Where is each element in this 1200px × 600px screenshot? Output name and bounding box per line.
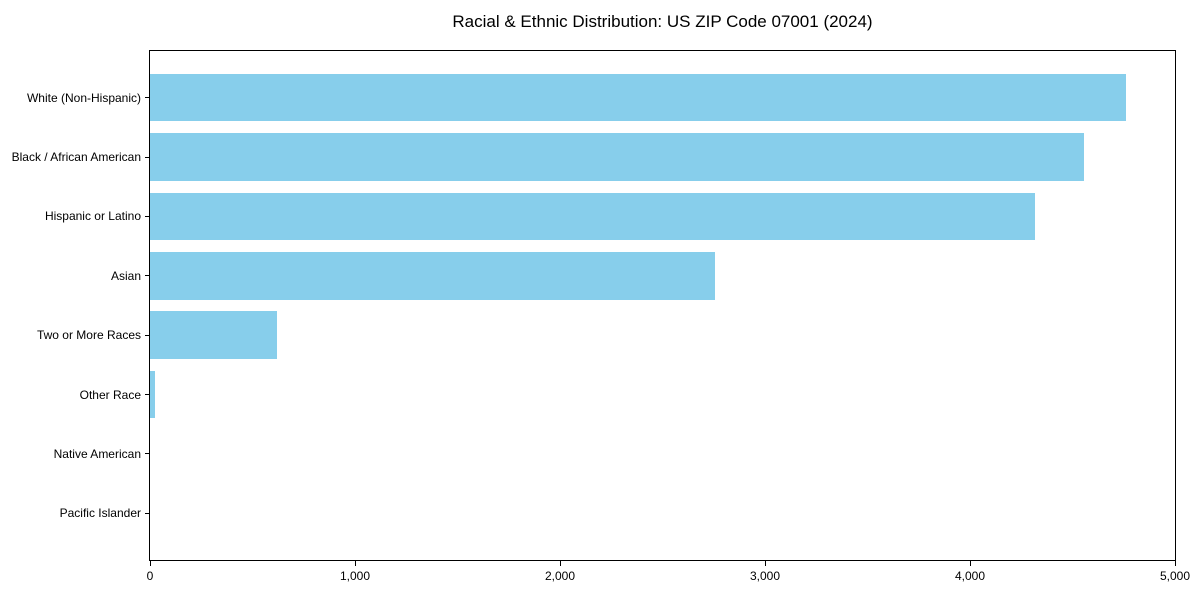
x-tick-label-4000: 4,000 — [954, 569, 986, 583]
bar-black-african-american — [150, 133, 1084, 181]
bar-row-asian — [150, 246, 1175, 305]
y-label-two-or-more-races: Two or More Races — [36, 328, 141, 343]
bar-row-pacific-islander — [150, 484, 1175, 543]
y-tick-mark — [145, 334, 149, 336]
x-tick-label-0: 0 — [146, 569, 154, 583]
bars-container — [150, 51, 1175, 560]
bar-row-two-or-more-races — [150, 306, 1175, 365]
y-label-black-african-american: Black / African American — [11, 150, 141, 165]
x-tick-label-1000: 1,000 — [339, 569, 371, 583]
bar-asian — [150, 252, 715, 300]
y-label-native-american: Native American — [53, 446, 141, 461]
y-label-hispanic-or-latino: Hispanic or Latino — [44, 209, 141, 224]
x-tick-label-3000: 3,000 — [749, 569, 781, 583]
y-tick-mark — [145, 97, 149, 99]
bar-row-white-non-hispanic — [150, 68, 1175, 127]
y-label-asian: Asian — [110, 268, 141, 283]
x-tick-mark — [1174, 561, 1176, 566]
bar-row-black-african-american — [150, 127, 1175, 186]
x-tick-label-2000: 2,000 — [544, 569, 576, 583]
x-tick-label-5000: 5,000 — [1159, 569, 1191, 583]
y-tick-mark — [145, 156, 149, 158]
y-tick-mark — [145, 215, 149, 217]
x-tick-mark — [559, 561, 561, 566]
bar-two-or-more-races — [150, 311, 278, 359]
bar-row-native-american — [150, 424, 1175, 483]
y-tick-mark — [145, 394, 149, 396]
y-label-white-non-hispanic: White (Non-Hispanic) — [26, 90, 141, 105]
bar-other-race — [150, 370, 156, 419]
y-label-other-race: Other Race — [79, 387, 141, 402]
bar-white-non-hispanic — [150, 73, 1126, 122]
bar-row-other-race — [150, 365, 1175, 424]
x-tick-mark — [354, 561, 356, 566]
bar-hispanic-or-latino — [150, 192, 1035, 241]
y-tick-mark — [145, 453, 149, 455]
y-tick-mark — [145, 512, 149, 514]
x-tick-mark — [764, 561, 766, 566]
chart-title: Racial & Ethnic Distribution: US ZIP Cod… — [452, 12, 873, 31]
y-tick-mark — [145, 275, 149, 277]
bar-row-hispanic-or-latino — [150, 187, 1175, 246]
plot-area — [149, 50, 1176, 561]
x-tick-mark — [149, 561, 151, 566]
y-label-pacific-islander: Pacific Islander — [59, 506, 141, 521]
x-tick-mark — [969, 561, 971, 566]
